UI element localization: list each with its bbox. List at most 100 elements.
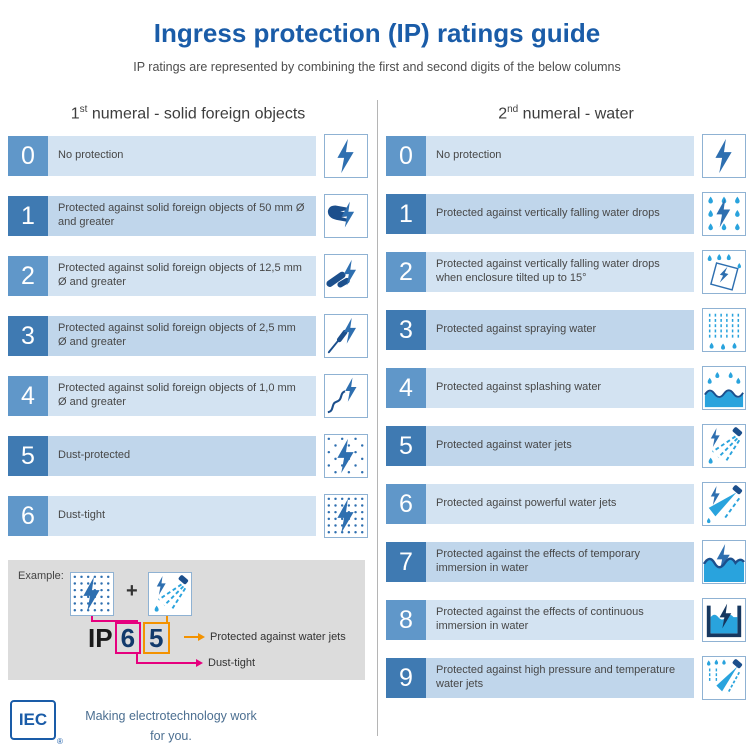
left-heading-ordinal: st xyxy=(79,104,88,115)
magenta-arrow-hline xyxy=(136,662,196,664)
ip-row-left-1: 1 Protected against solid foreign objects… xyxy=(8,194,368,238)
row-description: Protected against vertically falling wat… xyxy=(426,194,694,234)
right-heading-text: numeral - water xyxy=(518,105,634,123)
ip-row-right-5: 5 Protected against water jets xyxy=(386,424,746,468)
digit-tile: 9 xyxy=(386,658,426,698)
row-description: Protected against spraying water xyxy=(426,310,694,350)
spraying-water-icon xyxy=(702,308,746,352)
magenta-arrow-vline xyxy=(136,654,138,664)
digit-tile: 5 xyxy=(386,426,426,466)
ip-code: IP 6 5 xyxy=(88,622,170,654)
continuous-immersion-icon xyxy=(702,598,746,642)
right-heading-numeral: 2 xyxy=(498,105,508,123)
digit-tile: 2 xyxy=(8,256,48,296)
plus-sign: + xyxy=(126,580,138,602)
row-description: Protected against solid foreign objects … xyxy=(48,256,316,296)
ip-row-left-5: 5 Dust-protected xyxy=(8,434,368,478)
left-column-heading: 1st numeral - solid foreign objects xyxy=(8,104,368,123)
ip-row-right-1: 1 Protected against vertically falling wa… xyxy=(386,192,746,236)
row-description: Protected against powerful water jets xyxy=(426,484,694,524)
row-description: Dust-protected xyxy=(48,436,316,476)
high-pressure-jets-icon xyxy=(702,656,746,700)
finger-bolt-icon xyxy=(324,254,368,298)
first-digit-meaning: Dust-tight xyxy=(208,657,256,669)
row-description: No protection xyxy=(426,136,694,176)
ip-row-right-3: 3 Protected against spraying water xyxy=(386,308,746,352)
right-column-heading: 2nd numeral - water xyxy=(386,104,746,123)
bolt-icon xyxy=(702,134,746,178)
falling-drops-icon xyxy=(702,192,746,236)
solid-objects-column: 0 No protection 1 Protected against solid f… xyxy=(8,134,368,556)
dust-tight-icon xyxy=(324,494,368,538)
ip-row-left-2: 2 Protected against solid foreign objects… xyxy=(8,254,368,298)
digit-tile: 6 xyxy=(386,484,426,524)
tilted-drops-icon xyxy=(702,250,746,294)
ip-row-right-6: 6 Protected against powerful water jets xyxy=(386,482,746,526)
water-jets-icon xyxy=(702,424,746,468)
digit-tile: 4 xyxy=(386,368,426,408)
powerful-jets-icon xyxy=(702,482,746,526)
digit-tile: 1 xyxy=(8,196,48,236)
ip-row-right-2: 2 Protected against vertically falling wa… xyxy=(386,250,746,294)
tagline-line-1: Making electrotechnology work xyxy=(85,709,257,723)
wire-bolt-icon xyxy=(324,374,368,418)
ip-row-left-3: 3 Protected against solid foreign objects… xyxy=(8,314,368,358)
digit-tile: 8 xyxy=(386,600,426,640)
digit-tile: 0 xyxy=(386,136,426,176)
row-description: Protected against high pressure and temp… xyxy=(426,658,694,698)
ip-row-left-6: 6 Dust-tight xyxy=(8,494,368,538)
ip-row-right-4: 4 Protected against splashing water xyxy=(386,366,746,410)
ip-row-right-7: 7 Protected against the effects of tempor… xyxy=(386,540,746,584)
digit-tile: 3 xyxy=(8,316,48,356)
hand-bolt-icon xyxy=(324,194,368,238)
tool-bolt-icon xyxy=(324,314,368,358)
example-box: Example: + IP 6 5 Protected against wate… xyxy=(8,560,365,680)
second-digit-meaning: Protected against water jets xyxy=(210,631,346,643)
row-description: Protected against the effects of tempora… xyxy=(426,542,694,582)
magenta-connector-stub xyxy=(91,616,93,620)
iec-logo: IEC xyxy=(10,700,56,740)
registered-trademark: ® xyxy=(57,737,63,746)
splashing-water-icon xyxy=(702,366,746,410)
ip-code-second-digit: 5 xyxy=(143,622,170,654)
left-heading-text: numeral - solid foreign objects xyxy=(87,105,306,123)
row-description: Protected against splashing water xyxy=(426,368,694,408)
ip-row-right-0: 0 No protection xyxy=(386,134,746,178)
magenta-arrowhead xyxy=(196,659,203,667)
digit-tile: 7 xyxy=(386,542,426,582)
row-description: Protected against water jets xyxy=(426,426,694,466)
right-heading-ordinal: nd xyxy=(507,104,519,115)
dust-tight-icon xyxy=(70,572,114,616)
left-heading-numeral: 1 xyxy=(70,105,80,123)
row-description: Protected against the effects of continu… xyxy=(426,600,694,640)
row-description: Dust-tight xyxy=(48,496,316,536)
page-subtitle: IP ratings are represented by combining … xyxy=(133,60,621,74)
row-description: No protection xyxy=(48,136,316,176)
row-description: Protected against solid foreign objects … xyxy=(48,316,316,356)
digit-tile: 3 xyxy=(386,310,426,350)
row-description: Protected against solid foreign objects … xyxy=(48,196,316,236)
row-description: Protected against vertically falling wat… xyxy=(426,252,694,292)
page-title: Ingress protection (IP) ratings guide xyxy=(153,18,601,48)
ip-row-right-8: 8 Protected against the effects of contin… xyxy=(386,598,746,642)
column-divider xyxy=(377,100,378,736)
digit-tile: 2 xyxy=(386,252,426,292)
temporary-immersion-icon xyxy=(702,540,746,584)
digit-tile: 1 xyxy=(386,194,426,234)
water-column: 0 No protection 1 Protected against vertica… xyxy=(386,134,746,716)
digit-tile: 5 xyxy=(8,436,48,476)
orange-arrow-line xyxy=(184,636,198,638)
water-jets-icon xyxy=(148,572,192,616)
ip-code-first-digit: 6 xyxy=(114,622,142,654)
ip-row-right-9: 9 Protected against high pressure and tem… xyxy=(386,656,746,700)
digit-tile: 0 xyxy=(8,136,48,176)
orange-arrowhead xyxy=(198,633,205,641)
tagline-line-2: for you. xyxy=(150,729,192,743)
ip-row-left-0: 0 No protection xyxy=(8,134,368,178)
ip-row-left-4: 4 Protected against solid foreign objects… xyxy=(8,374,368,418)
bolt-icon xyxy=(324,134,368,178)
digit-tile: 4 xyxy=(8,376,48,416)
dust-protected-icon xyxy=(324,434,368,478)
orange-connector-stub xyxy=(166,616,168,622)
